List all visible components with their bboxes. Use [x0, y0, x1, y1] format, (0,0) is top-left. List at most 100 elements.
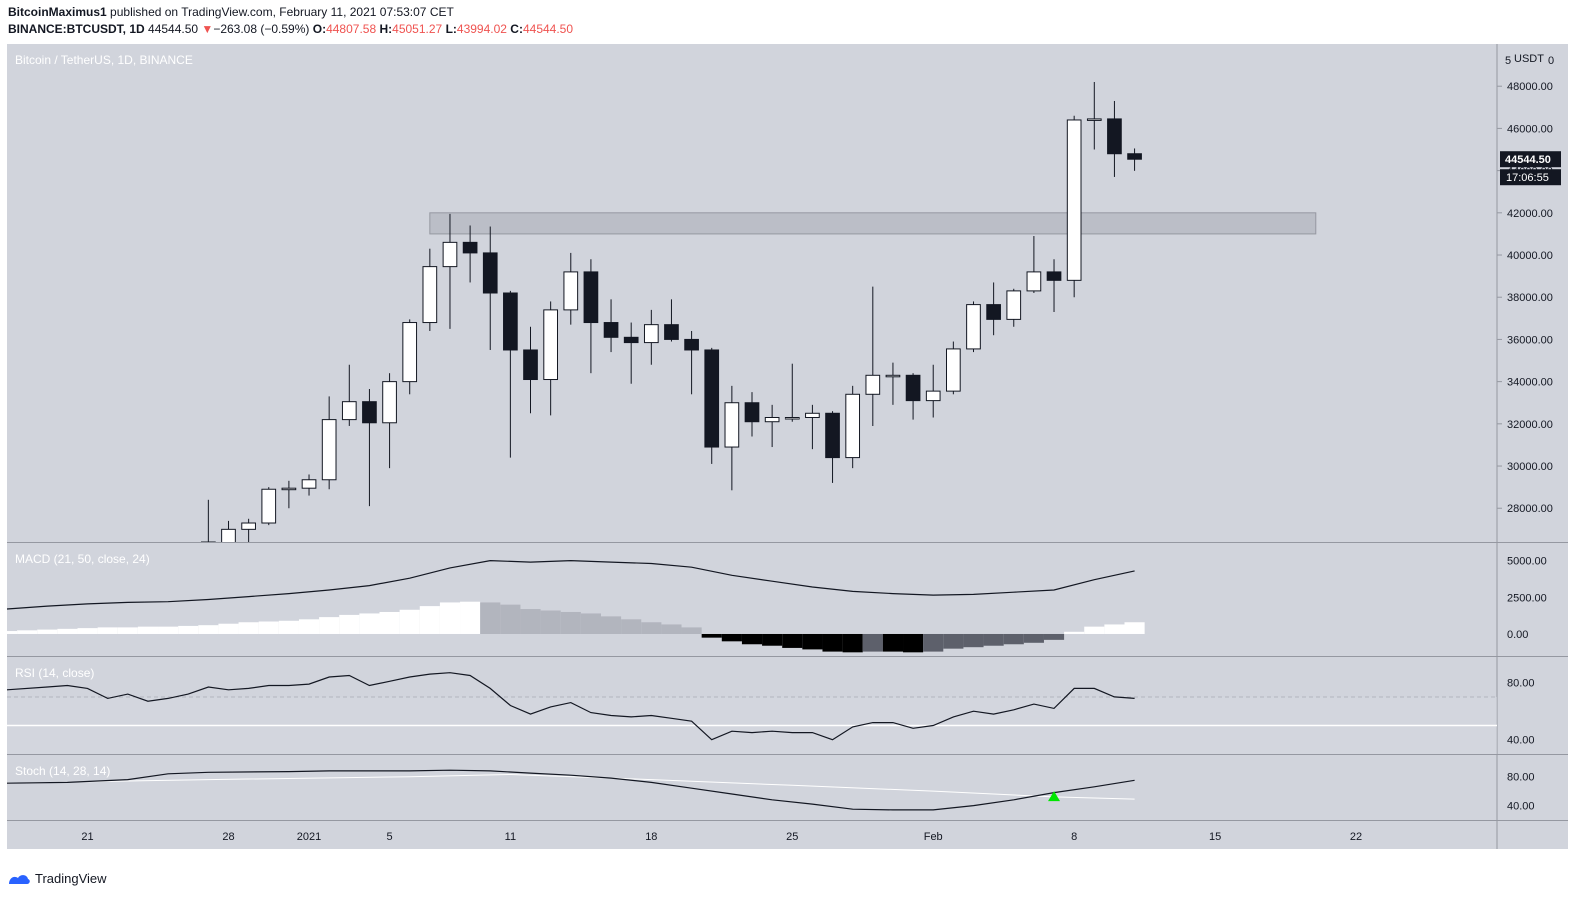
macd-histogram-bar	[97, 627, 118, 634]
tradingview-logo-icon	[9, 874, 30, 884]
tradingview-branding[interactable]: TradingView	[7, 871, 107, 886]
candle-body	[261, 488, 277, 524]
macd-layer	[0, 559, 1145, 653]
price-tick-label: 42000.00	[1507, 208, 1553, 220]
main-pane-title: Bitcoin / TetherUS, 1D, BINANCE	[15, 53, 193, 67]
macd-histogram-bar	[57, 628, 78, 634]
open-label: O:	[312, 22, 327, 36]
candle-body	[583, 271, 599, 324]
rsi-layer	[6, 672, 1497, 754]
macd-histogram-bar	[1043, 633, 1065, 640]
macd-histogram-bar	[158, 626, 179, 634]
price-tick-label: 38000.00	[1507, 292, 1553, 304]
macd-histogram-bar	[460, 601, 481, 634]
macd-histogram-bar	[983, 633, 1004, 646]
rsi-tick-label: 40.00	[1507, 735, 1535, 747]
macd-histogram-bar	[0, 631, 18, 634]
rsi-tick-label: 80.00	[1507, 678, 1535, 690]
candle-body	[764, 417, 780, 423]
macd-histogram-bar	[963, 633, 984, 648]
candle-body	[724, 402, 740, 448]
macd-histogram-bar	[198, 625, 219, 634]
macd-histogram-bar	[721, 633, 742, 642]
macd-histogram-bar	[278, 620, 299, 634]
macd-histogram-bar	[500, 604, 521, 634]
macd-histogram-bar	[480, 602, 501, 634]
time-tick-label: 28	[222, 831, 234, 843]
crossover-up-arrow-icon	[1048, 791, 1061, 802]
countdown-label: 17:06:55	[1506, 172, 1549, 184]
macd-histogram-bar	[258, 621, 279, 634]
candle-body	[885, 374, 901, 378]
last-price: 44544.50	[148, 22, 199, 36]
macd-histogram-bar	[862, 633, 883, 652]
stoch-layer	[6, 769, 1135, 811]
time-tick-label: Feb	[924, 831, 943, 843]
price-tick-label: 48000.00	[1507, 81, 1553, 93]
candle-body	[221, 528, 236, 542]
time-tick-label: 21	[81, 831, 93, 843]
macd-histogram-bar	[882, 633, 904, 652]
macd-histogram-bar	[1084, 626, 1105, 634]
candle-body	[603, 322, 619, 338]
macd-histogram-bar	[1064, 631, 1085, 634]
candle-body	[805, 412, 820, 419]
macd-histogram-bar	[923, 633, 944, 652]
macd-histogram-bar	[37, 629, 58, 634]
candle-body	[281, 487, 297, 491]
candle-body	[523, 349, 538, 381]
macd-histogram-bar	[137, 626, 159, 634]
macd-histogram-bar	[339, 614, 360, 634]
candle-body	[321, 419, 337, 481]
macd-histogram-bar	[822, 633, 843, 652]
author-name[interactable]: BitcoinMaximus1	[8, 5, 107, 19]
rsi-pane-title: RSI (14, close)	[15, 666, 94, 680]
macd-histogram-bar	[520, 609, 541, 634]
open-value: 44807.58	[326, 22, 377, 36]
price-tick-label: 46000.00	[1507, 123, 1553, 135]
macd-histogram-bar	[540, 610, 561, 634]
last-price-badge-label: 44544.50	[1505, 154, 1551, 166]
macd-histogram-bar	[439, 602, 461, 634]
resistance-zone	[429, 212, 1317, 235]
candle-body	[442, 241, 458, 268]
macd-histogram-bar	[178, 625, 199, 634]
tradingview-brand-name: TradingView	[35, 871, 107, 886]
symbol-ohlc-header: BINANCE:BTCUSDT, 1D 44544.50 ▼−263.08 (−…	[8, 22, 573, 36]
candle-body	[1046, 271, 1062, 281]
candle-body	[825, 412, 840, 459]
currency-label: USDT	[1514, 53, 1544, 65]
price-tick-label: 40000.00	[1507, 250, 1553, 262]
close-value: 44544.50	[522, 22, 574, 36]
time-tick-label: 8	[1071, 831, 1077, 843]
candle-body	[966, 304, 981, 350]
macd-tick-label: 2500.00	[1507, 592, 1547, 604]
stoch-tick-label: 40.00	[1507, 801, 1535, 813]
macd-histogram-bar	[77, 628, 98, 634]
candle-body	[865, 374, 881, 395]
price-tick-label: 30000.00	[1507, 461, 1553, 473]
candle-body	[543, 309, 558, 381]
low-value: 43994.02	[456, 22, 507, 36]
macd-histogram-bar	[117, 627, 138, 634]
macd-histogram-bar	[1003, 633, 1024, 645]
candle-body	[382, 381, 397, 424]
candle-body	[1006, 290, 1022, 320]
macd-histogram-bar	[741, 633, 763, 645]
macd-histogram-bar	[661, 624, 682, 634]
axes-layer: 48000.0046000.0044000.0042000.0040000.00…	[81, 81, 1561, 843]
macd-histogram-bar	[17, 630, 38, 634]
price-tick-label: 36000.00	[1507, 334, 1553, 346]
time-tick-label: 15	[1209, 831, 1221, 843]
candle-body	[362, 401, 377, 424]
price-axis-settings-digit[interactable]: 0	[1548, 55, 1554, 67]
macd-histogram-bar	[903, 633, 924, 653]
candle-body	[946, 348, 961, 392]
candle-body	[684, 338, 699, 351]
macd-histogram-bar	[681, 627, 702, 634]
macd-histogram-bar	[580, 613, 601, 634]
time-tick-label: 22	[1350, 831, 1362, 843]
macd-histogram-bar	[1104, 624, 1125, 634]
candle-body	[623, 336, 639, 344]
